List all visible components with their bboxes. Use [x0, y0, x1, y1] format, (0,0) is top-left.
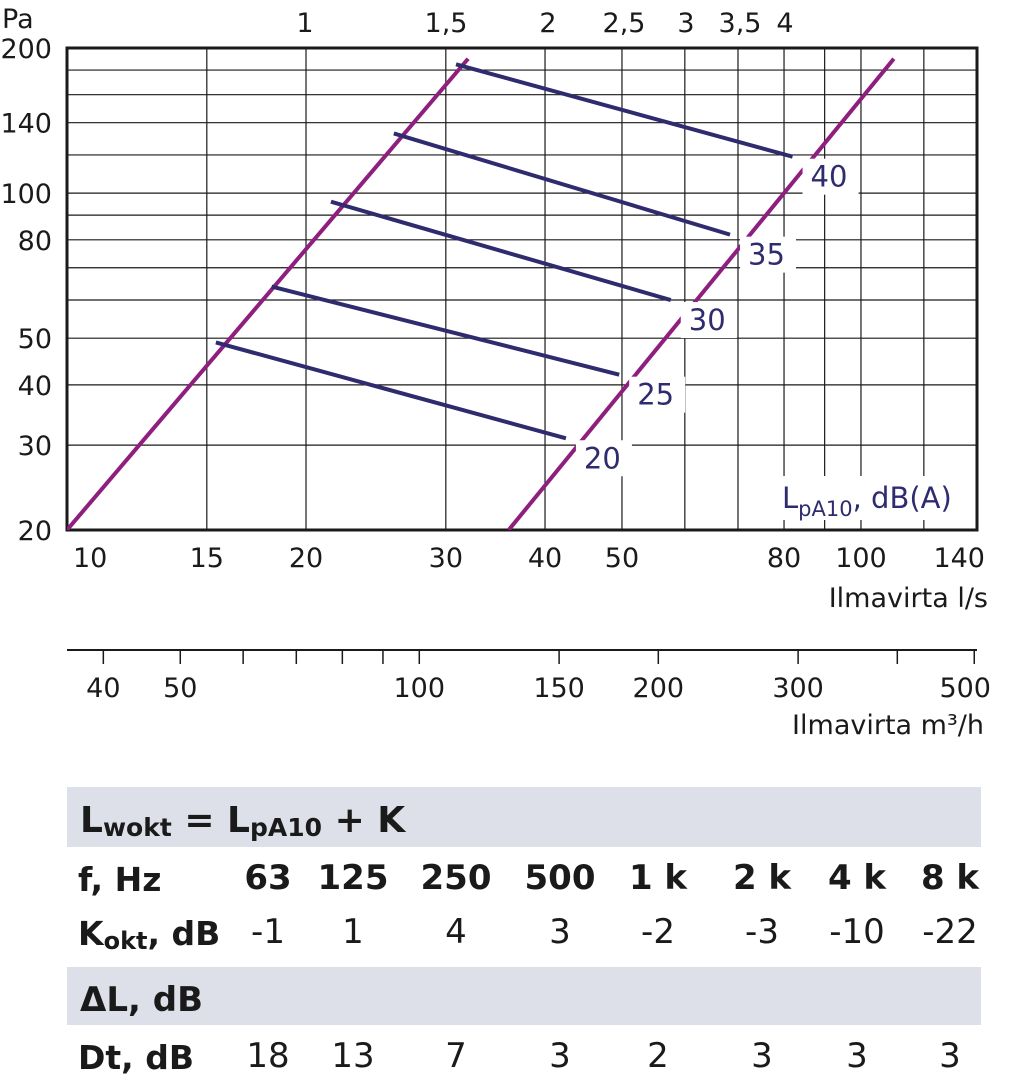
- series-label-bg: [740, 236, 797, 273]
- k-value-cell: -3: [745, 912, 779, 952]
- y-tick-label: 80: [18, 226, 52, 257]
- dt-value-cell: 3: [939, 1036, 961, 1076]
- sound-level-legend: LpA10, dB(A): [782, 481, 952, 521]
- series-label-bg: [802, 158, 859, 195]
- legend-label-bg: [772, 476, 968, 520]
- frequency-cell: 500: [524, 858, 596, 898]
- top-axis-tick-label: 1: [296, 8, 313, 39]
- sound-level-line-40: [455, 62, 794, 159]
- y-tick-label: 30: [18, 431, 52, 462]
- y-tick-label: 50: [18, 324, 52, 355]
- frequency-cell: 2 k: [732, 858, 792, 898]
- series-label-bg: [680, 302, 737, 339]
- dt-value-cell: 3: [751, 1036, 773, 1076]
- dt-label: Dt, dB: [78, 1038, 194, 1077]
- series-label-20: 20: [584, 441, 621, 475]
- k-value-cell: -22: [922, 912, 978, 952]
- m3h-axis-label: Ilmavirta m³/h: [792, 710, 984, 741]
- k-okt-label: Kokt, dB: [78, 914, 221, 955]
- sound-level-line-35: [393, 131, 731, 237]
- m3h-axis-tick-label: 150: [533, 673, 585, 704]
- k-value-cell: 4: [445, 912, 467, 952]
- x-tick-label: 20: [289, 543, 323, 574]
- formula-band: [67, 787, 981, 847]
- m3h-axis-tick-label: 40: [86, 673, 120, 704]
- frequency-cell: 63: [244, 858, 292, 898]
- x-tick-label: 100: [835, 543, 887, 574]
- f-hz-label: f, Hz: [78, 860, 162, 899]
- frequency-cell: 8 k: [920, 858, 980, 898]
- x-axis-label: Ilmavirta l/s: [829, 583, 988, 614]
- series-label-30: 30: [689, 303, 726, 337]
- dt-value-cell: 13: [331, 1036, 375, 1076]
- y-tick-label: 200: [0, 34, 52, 65]
- sound-level-line-20: [215, 340, 567, 441]
- top-axis-tick-label: 2: [539, 8, 556, 39]
- top-axis-tick-label: 3: [677, 8, 694, 39]
- m3h-axis-tick-label: 200: [633, 673, 685, 704]
- k-value-cell: -10: [829, 912, 885, 952]
- y-tick-label: 100: [0, 179, 52, 210]
- x-tick-label: 40: [528, 543, 562, 574]
- x-tick-label: 10: [73, 543, 107, 574]
- k-value-cell: -2: [641, 912, 675, 952]
- series-label-25: 25: [637, 378, 674, 412]
- dt-value-cell: 2: [647, 1036, 669, 1076]
- series-label-bg: [629, 376, 686, 413]
- m3h-axis-tick-label: 50: [163, 673, 197, 704]
- top-axis-tick-label: 3,5: [719, 8, 762, 39]
- frequency-cell: 1 k: [628, 858, 688, 898]
- k-value-cell: 1: [342, 912, 364, 952]
- x-tick-label: 30: [429, 543, 463, 574]
- m3h-axis-tick-label: 300: [772, 673, 824, 704]
- frequency-cell: 125: [317, 858, 389, 898]
- series-label-35: 35: [748, 238, 785, 272]
- k-value-cell: 3: [549, 912, 571, 952]
- y-tick-label: 140: [0, 109, 52, 140]
- delta-band: [67, 967, 981, 1025]
- sound-level-line-30: [330, 199, 672, 302]
- dt-value-cell: 3: [846, 1036, 868, 1076]
- top-axis-tick-label: 1,5: [425, 8, 468, 39]
- y-tick-label: 20: [18, 516, 52, 547]
- x-tick-label: 15: [190, 543, 224, 574]
- series-label-40: 40: [811, 160, 848, 194]
- dt-value-cell: 3: [549, 1036, 571, 1076]
- k-value-cell: -1: [251, 912, 285, 952]
- series-label-bg: [575, 440, 632, 477]
- frequency-cell: 250: [420, 858, 492, 898]
- formula: Lwokt = LpA10 + K: [80, 800, 406, 842]
- dt-value-cell: 18: [246, 1036, 290, 1076]
- plot-frame: [65, 46, 979, 532]
- delta-l-label: ΔL, dB: [80, 980, 203, 1020]
- top-axis-tick-label: 4: [776, 8, 793, 39]
- dt-value-cell: 7: [445, 1036, 467, 1076]
- sound-level-line-25: [271, 284, 620, 377]
- x-tick-label: 140: [933, 543, 985, 574]
- frequency-cell: 4 k: [827, 858, 887, 898]
- y-tick-label: 40: [18, 371, 52, 402]
- m3h-axis-tick-label: 500: [939, 673, 991, 704]
- top-axis-tick-label: 2,5: [603, 8, 646, 39]
- x-tick-label: 50: [605, 543, 639, 574]
- y-unit-label: Pa: [2, 4, 34, 35]
- boundary-line-2: [507, 57, 896, 530]
- boundary-line-1: [67, 57, 470, 530]
- m3h-axis-tick-label: 100: [394, 673, 446, 704]
- x-tick-label: 80: [767, 543, 801, 574]
